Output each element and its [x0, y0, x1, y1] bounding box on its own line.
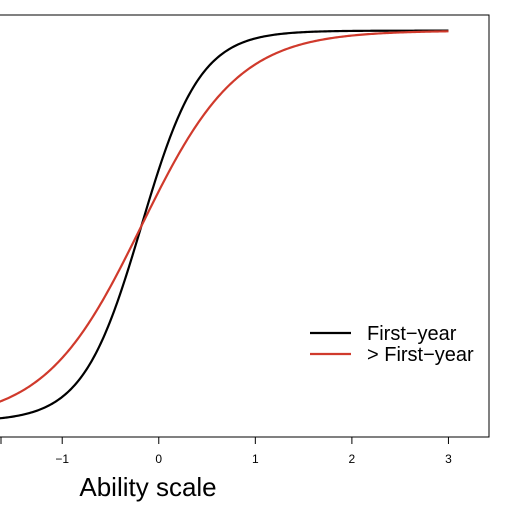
x-tick-label: 0 [155, 452, 162, 466]
curve-series-1 [0, 30, 449, 403]
legend-label-first-year: First−year [367, 323, 457, 345]
x-tick-label: 2 [349, 452, 356, 466]
x-axis: −1 0 1 2 3 [0, 437, 452, 466]
legend: First−year > First−year [310, 323, 474, 366]
legend-label-beyond-first-year: > First−year [367, 344, 474, 366]
x-tick-label: 3 [445, 452, 452, 466]
curve-layer [0, 29, 449, 420]
x-axis-title: Ability scale [79, 472, 216, 502]
plot-frame [0, 14, 490, 438]
x-tick-label: 1 [252, 452, 259, 466]
x-tick-label: −1 [55, 452, 69, 466]
curve-series-0 [0, 29, 449, 420]
